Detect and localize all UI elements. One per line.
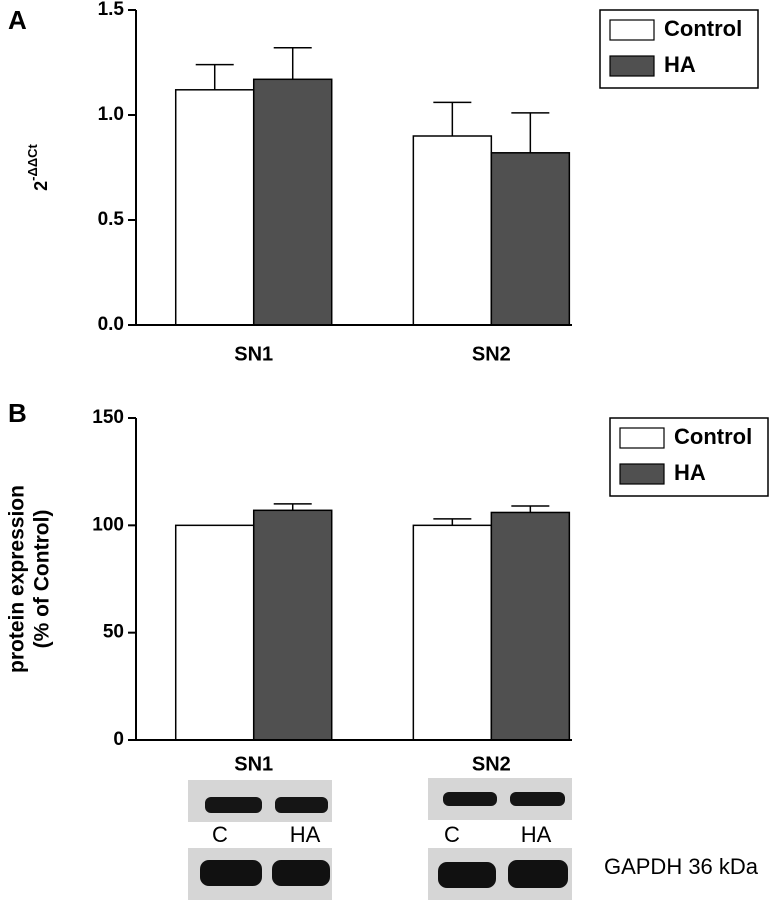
bar <box>174 89 255 326</box>
y-tick-label: 1.5 <box>98 0 125 20</box>
lane-label: HA <box>290 822 321 847</box>
bar <box>490 511 571 741</box>
y-tick-label: 0.5 <box>98 209 125 230</box>
x-tick-label: SN2 <box>472 753 511 775</box>
error-bar <box>273 47 312 80</box>
error-bar <box>433 518 472 526</box>
blot-label: GAPDH 36 kDa <box>604 854 759 879</box>
legend-label: HA <box>674 460 706 485</box>
legend-swatch <box>609 55 655 77</box>
y-tick-label: 1.0 <box>98 104 124 125</box>
y-tick-label: 100 <box>92 514 124 535</box>
legend-swatch <box>619 463 665 485</box>
y-axis-label-text: 2-ΔΔCt <box>25 143 50 190</box>
blot-images <box>188 778 572 900</box>
y-tick-label: 150 <box>92 407 124 428</box>
y-axis-label-line: (% of Control) <box>31 510 54 649</box>
bar <box>174 524 255 741</box>
y-axis-label: 2-ΔΔCt <box>25 143 50 190</box>
error-bar <box>433 101 472 136</box>
y-tick-label: 50 <box>103 622 124 643</box>
legend-swatch <box>619 427 665 449</box>
error-bar <box>511 505 550 513</box>
bar <box>412 135 493 326</box>
y-axis-label: protein expression (% of Control) <box>6 485 54 673</box>
y-tick-label: 0 <box>113 729 124 750</box>
bar <box>490 152 571 326</box>
bar <box>252 509 333 741</box>
x-tick-label: SN2 <box>472 343 511 365</box>
legend-label: Control <box>674 424 752 449</box>
y-axis-label-base: 2 <box>31 181 51 191</box>
legend-label: Control <box>664 16 742 41</box>
bar <box>252 78 333 326</box>
lane-label: HA <box>521 822 552 847</box>
y-axis-label-superscript: -ΔΔCt <box>25 143 40 180</box>
legend-label: HA <box>664 52 696 77</box>
y-tick-label: 0.0 <box>98 314 124 335</box>
lane-label: C <box>212 822 228 847</box>
error-bar <box>195 63 234 90</box>
y-axis-label-line: protein expression <box>6 485 29 673</box>
bar <box>412 524 493 741</box>
x-tick-label: SN1 <box>234 343 273 365</box>
panel-label: B <box>8 398 27 428</box>
error-bar <box>273 503 312 511</box>
x-tick-label: SN1 <box>234 753 273 775</box>
legend-swatch <box>609 19 655 41</box>
panel-label: A <box>8 5 27 35</box>
lane-label: C <box>444 822 460 847</box>
error-bar <box>511 112 550 153</box>
